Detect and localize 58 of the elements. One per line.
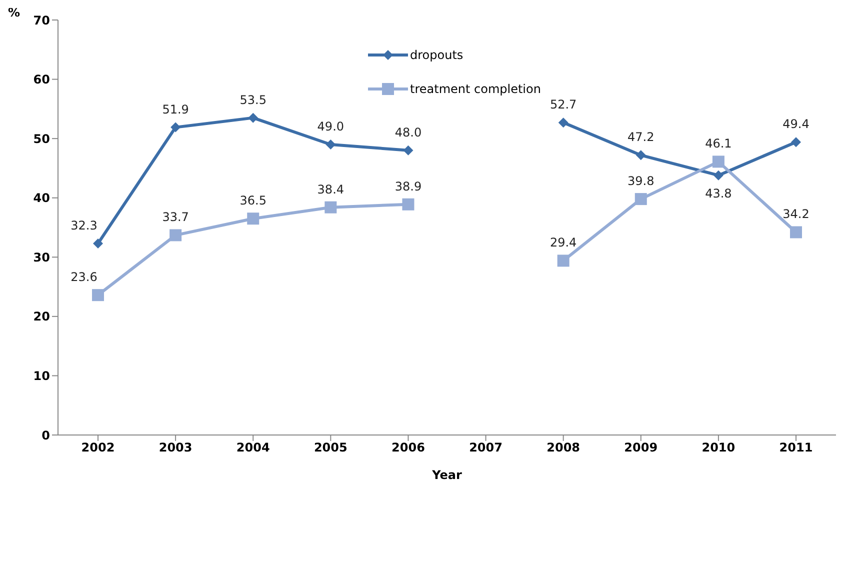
data-label: 32.3 [70,218,98,233]
data-label: 49.0 [317,120,344,134]
y-tick-label: 20 [33,310,50,324]
point [403,145,414,156]
x-tick-label: 2009 [624,440,658,455]
data-label: 43.8 [705,186,732,200]
y-tick-label: 0 [42,428,50,442]
x-tick-label: 2011 [779,440,813,455]
legend-label: dropouts [410,48,464,62]
point [248,112,258,123]
data-label: 53.5 [240,92,266,107]
point [557,254,570,267]
point [247,212,260,225]
point [790,226,802,238]
data-label: 23.6 [70,270,98,284]
y-tick-label: 10 [33,368,50,383]
y-tick-label: 30 [33,250,50,264]
data-label: 49.4 [782,117,810,132]
point [170,122,181,132]
point [92,289,104,302]
x-tick-label: 2010 [702,440,736,455]
data-label: 29.4 [550,236,577,250]
y-tick-label: 40 [33,191,50,206]
data-label: 47.2 [628,130,654,144]
point [712,156,724,168]
data-label: 33.7 [162,210,189,224]
x-tick-label: 2004 [236,440,270,455]
point [558,118,568,128]
data-label: 38.9 [394,179,422,194]
x-axis-title: Year [431,468,462,482]
x-tick-label: 2006 [392,440,425,455]
point [93,238,103,249]
point [402,198,414,210]
point [713,170,724,180]
data-label: 38.4 [317,182,344,196]
point [326,140,336,150]
x-tick-label: 2002 [81,440,115,455]
y-axis-title: % [8,6,20,20]
data-label: 52.7 [550,98,577,112]
data-label: 46.1 [705,136,732,151]
point [170,229,182,242]
data-label: 34.2 [782,207,810,222]
point [636,150,646,160]
data-label: 51.9 [162,102,189,116]
y-tick-label: 70 [33,13,50,28]
data-label: 48.0 [394,125,422,140]
y-tick-label: 50 [33,132,50,146]
point [634,193,647,206]
x-tick-label: 2005 [314,440,348,455]
data-label: 36.5 [240,194,266,208]
legend-label: treatment completion [410,82,541,96]
point [324,201,337,214]
x-tick-label: 2008 [546,440,580,455]
data-label: 39.8 [628,174,654,188]
y-tick-label: 60 [33,72,50,87]
x-tick-label: 2003 [158,440,192,455]
x-tick-label: 2007 [469,440,502,455]
point [791,137,801,148]
